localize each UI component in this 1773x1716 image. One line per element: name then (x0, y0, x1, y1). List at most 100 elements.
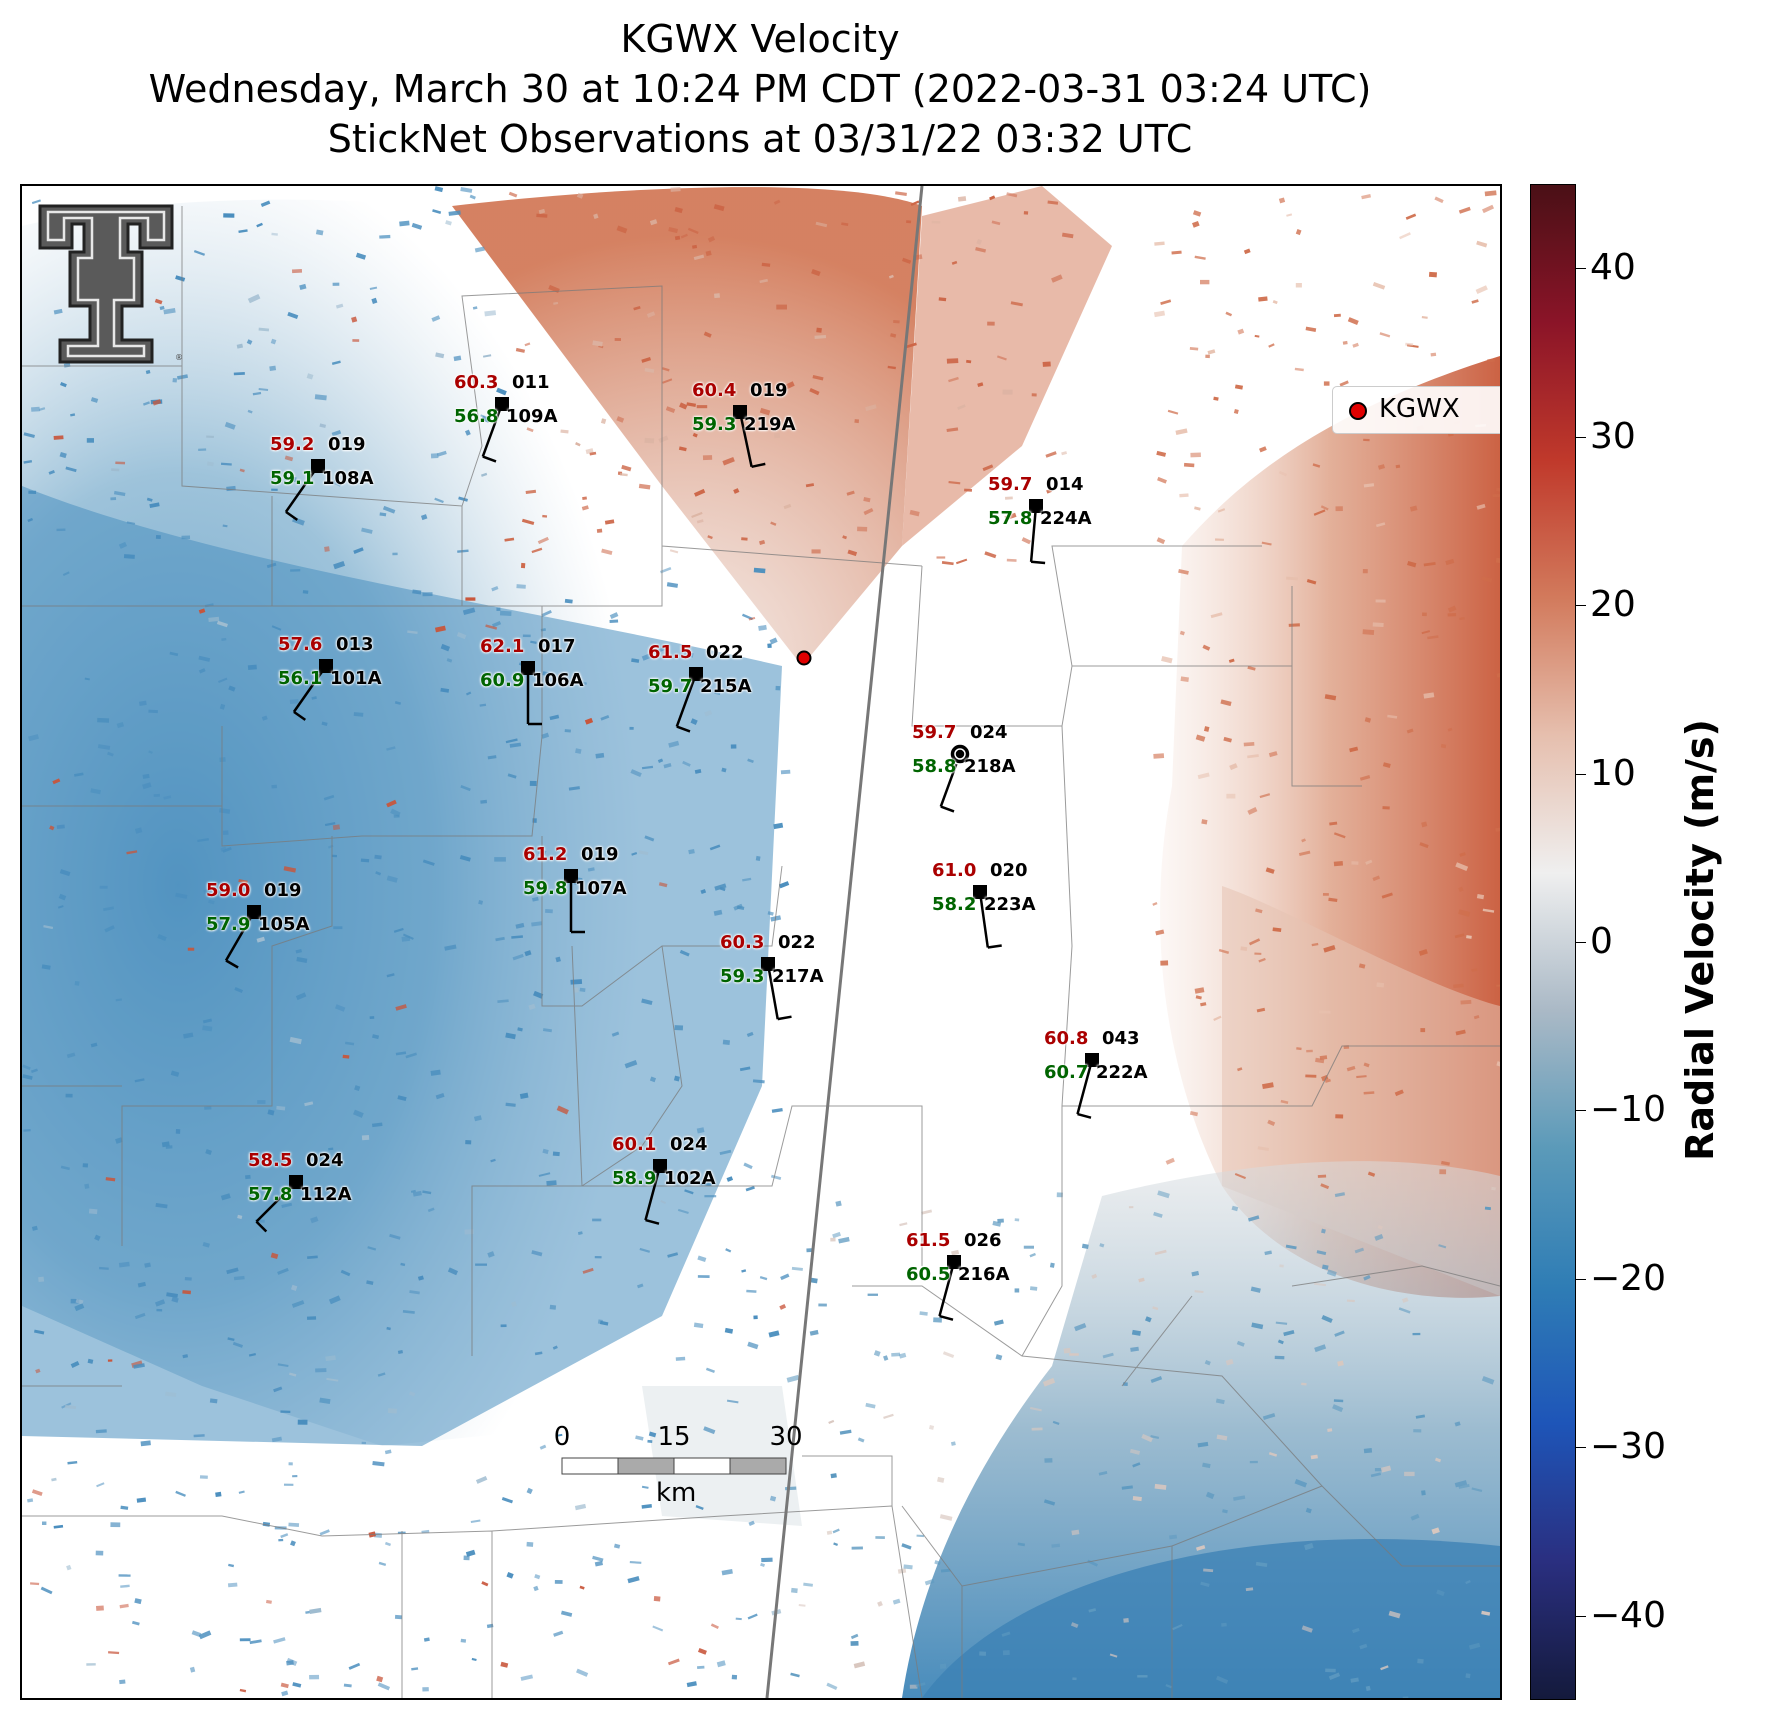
colorbar-tick-mark (1576, 436, 1586, 438)
wind-barb-shaft (1076, 1059, 1094, 1115)
colorbar-tick-label: 20 (1590, 584, 1636, 626)
wind-barb-shaft (481, 403, 504, 458)
wind-barb-flag (255, 1220, 268, 1233)
temperature-label: 59.2 (270, 434, 315, 455)
wind-direction-label: 043 (1102, 1028, 1140, 1049)
wind-barb-flag (939, 1314, 954, 1321)
wind-barb-flag (1030, 560, 1046, 565)
wind-barb-flag (940, 805, 955, 813)
wind-barb-shaft (284, 465, 320, 513)
scalebar-label-0: 0 (553, 1422, 571, 1452)
dewpoint-label: 60.9 (480, 670, 525, 691)
kgwx-radar-marker[interactable] (796, 650, 812, 666)
wind-barb-shaft (224, 911, 256, 962)
temperature-label: 60.4 (692, 380, 737, 401)
temperature-label: 61.5 (906, 1230, 951, 1251)
dewpoint-label: 60.5 (906, 1264, 951, 1285)
dewpoint-label: 58.8 (912, 756, 957, 777)
wind-direction-label: 013 (336, 634, 374, 655)
wind-direction-label: 020 (990, 860, 1028, 881)
dewpoint-label: 59.8 (523, 878, 568, 899)
radar-dot-icon (1349, 402, 1367, 420)
station-marker (653, 1159, 667, 1173)
wind-barb-shaft (738, 411, 753, 468)
colorbar-tick-label: 0 (1590, 921, 1613, 962)
station-223A[interactable] (973, 885, 1002, 949)
temperature-label: 61.5 (648, 642, 693, 663)
station-id-label: 216A (958, 1264, 1010, 1285)
station-218A[interactable] (939, 743, 971, 813)
station-108A[interactable] (284, 459, 325, 521)
station-id-label: 223A (984, 894, 1036, 915)
colorbar-tick-label: 40 (1590, 247, 1636, 289)
dewpoint-label: 59.3 (720, 966, 765, 987)
station-105A[interactable] (224, 905, 261, 969)
station-id-label: 105A (258, 914, 310, 935)
calm-wind-marker (949, 743, 971, 765)
station-106A[interactable] (521, 661, 542, 726)
dewpoint-label: 59.3 (692, 414, 737, 435)
station-109A[interactable] (481, 397, 509, 463)
wind-barb-flag (987, 944, 1002, 949)
colorbar-tick-mark (1576, 268, 1586, 270)
dewpoint-label: 59.1 (270, 468, 315, 489)
wind-barb-shaft (292, 665, 328, 713)
colorbar-tick-mark (1576, 773, 1586, 775)
station-id-label: 217A (772, 966, 824, 987)
station-id-label: 222A (1096, 1062, 1148, 1083)
scalebar-label-30: 30 (769, 1422, 803, 1452)
wind-barb-shaft (675, 673, 698, 728)
wind-barb-flag (482, 455, 497, 463)
scale-bar (561, 1457, 787, 1475)
temperature-label: 61.0 (932, 860, 977, 881)
colorbar-tick-mark (1576, 1278, 1586, 1280)
temperature-label: 60.3 (454, 372, 499, 393)
wind-direction-label: 024 (306, 1150, 344, 1171)
colorbar-tick-label: −10 (1590, 1089, 1666, 1131)
colorbar-tick-mark (1576, 1447, 1586, 1449)
county-lines (22, 206, 1500, 1698)
wind-direction-label: 019 (328, 434, 366, 455)
station-marker (247, 905, 261, 919)
svg-text:®: ® (175, 353, 183, 362)
scalebar-unit: km (656, 1478, 697, 1508)
station-marker (311, 459, 325, 473)
title-line-1: KGWX Velocity (620, 17, 900, 61)
station-216A[interactable] (938, 1255, 962, 1321)
scalebar-label-15: 15 (657, 1422, 691, 1452)
station-112A[interactable] (255, 1175, 303, 1233)
station-215A[interactable] (675, 667, 703, 733)
station-id-label: 224A (1040, 508, 1092, 529)
colorbar (1530, 184, 1576, 1700)
station-222A[interactable] (1076, 1053, 1100, 1119)
dewpoint-label: 57.9 (206, 914, 251, 935)
colorbar-tick-mark (1576, 1615, 1586, 1617)
dewpoint-label: 59.7 (648, 676, 693, 697)
station-101A[interactable] (292, 659, 333, 721)
station-107A[interactable] (564, 869, 585, 934)
colorbar-tick-label: 10 (1590, 752, 1636, 794)
wind-barb-flag (285, 510, 299, 521)
wind-barb-flag (293, 710, 307, 721)
wind-barb-flag (225, 959, 239, 969)
station-id-label: 219A (744, 414, 796, 435)
station-id-label: 108A (322, 468, 374, 489)
station-id-label: 107A (575, 878, 627, 899)
wind-barb-shaft (644, 1165, 662, 1221)
temperature-label: 60.3 (720, 932, 765, 953)
station-219A[interactable] (733, 405, 766, 469)
station-marker (1029, 499, 1043, 513)
radar-map[interactable]: ® 60.3 011 56.8 109A 60.4 019 59.3 219A 59.2 019 5… (20, 184, 1502, 1700)
station-102A[interactable] (644, 1159, 668, 1225)
dewpoint-label: 60.7 (1044, 1062, 1089, 1083)
colorbar-tick-mark (1576, 605, 1586, 607)
station-224A[interactable] (1029, 499, 1046, 565)
state-boundary (765, 186, 924, 1698)
station-marker (689, 667, 703, 681)
temperature-label: 59.7 (912, 722, 957, 743)
title-line-3: StickNet Observations at 03/31/22 03:32 … (327, 117, 1193, 161)
station-217A[interactable] (761, 957, 792, 1021)
colorbar-tick-label: 30 (1590, 415, 1636, 457)
colorbar-tick-label: −40 (1590, 1594, 1666, 1636)
wind-barb-flag (777, 1015, 792, 1021)
